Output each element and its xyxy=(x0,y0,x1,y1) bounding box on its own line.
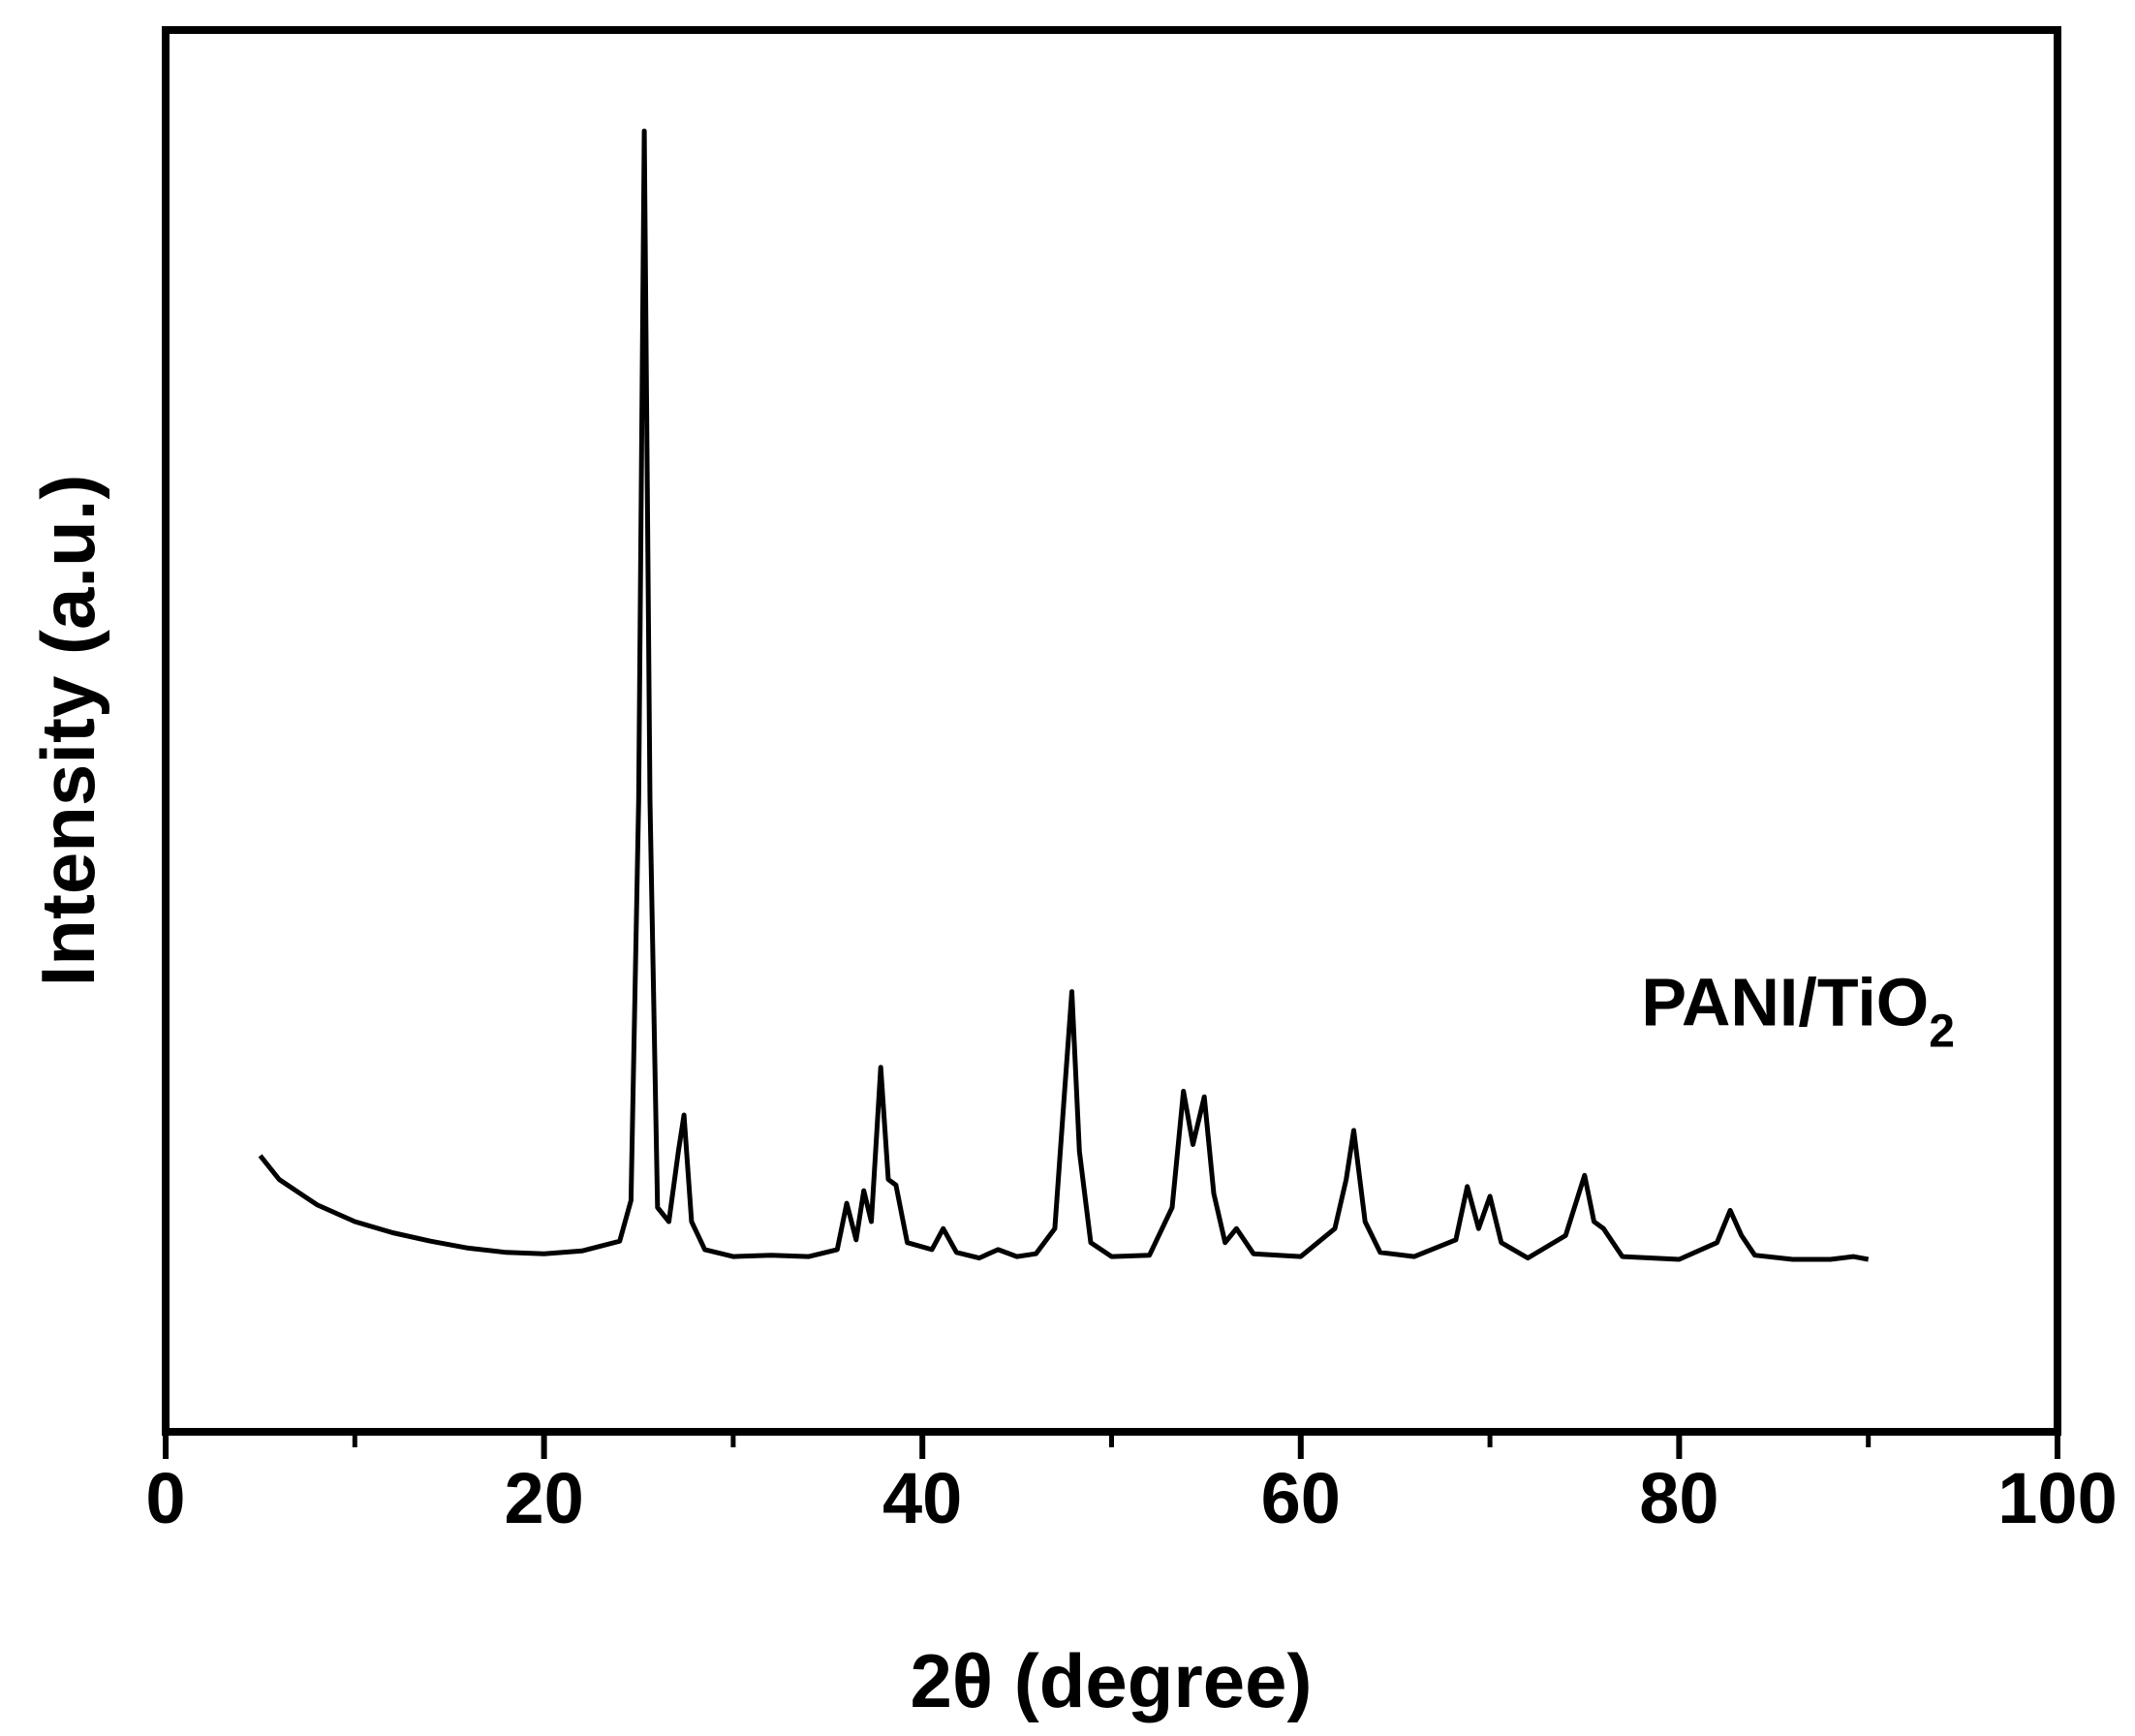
sample-label: PANI/TiO2 xyxy=(1641,964,1955,1057)
series-line-pani-tio2 xyxy=(258,128,1870,1262)
x-axis-ticks xyxy=(163,1432,2060,1459)
x-tick-label: 40 xyxy=(882,1458,962,1538)
x-tick-label: 20 xyxy=(504,1458,583,1538)
plot-frame xyxy=(162,26,2061,1436)
x-axis-title: 2θ (degree) xyxy=(911,1638,1313,1723)
x-tick-label: 0 xyxy=(145,1458,185,1538)
x-tick-label: 60 xyxy=(1261,1458,1341,1538)
x-tick-label: 80 xyxy=(1639,1458,1718,1538)
x-axis-tick-labels: 0 20 40 60 80 100 xyxy=(145,1458,2117,1538)
x-tick-label: 100 xyxy=(1997,1458,2117,1538)
y-axis-title: Intensity (a.u.) xyxy=(25,475,110,987)
sample-label-text: PANI/TiO xyxy=(1641,964,1929,1039)
sample-label-subscript: 2 xyxy=(1929,1006,1955,1057)
